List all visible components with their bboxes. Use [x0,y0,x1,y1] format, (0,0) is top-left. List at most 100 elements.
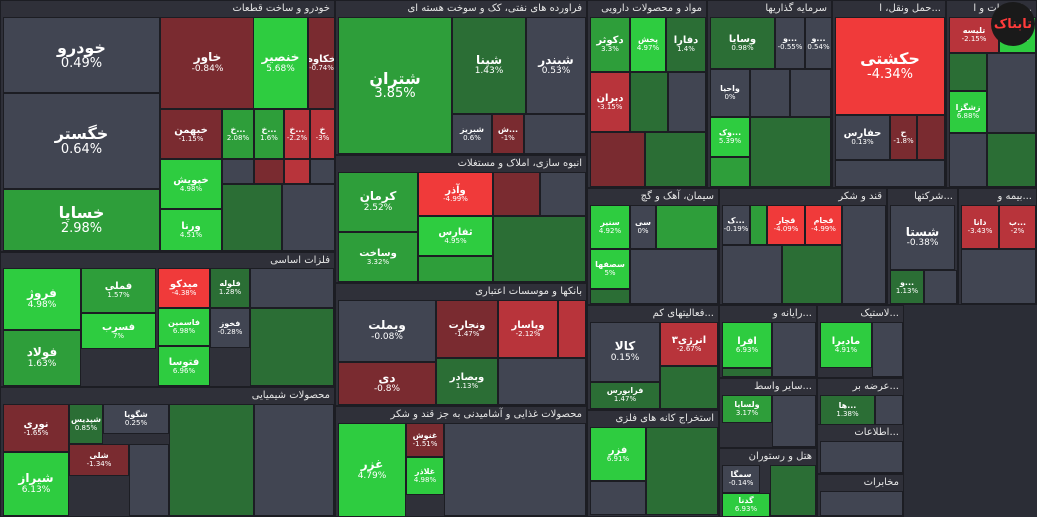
minor-stock-tile[interactable] [949,53,987,91]
stock-tile[interactable]: فولاد 1.63% [3,330,81,386]
minor-stock-tile[interactable] [835,160,945,187]
minor-stock-tile[interactable] [710,157,750,187]
stock-tile[interactable]: سی 0% [630,205,656,249]
stock-tile[interactable]: انرژی۳ -2.67% [660,322,718,366]
minor-stock-tile[interactable] [222,159,254,184]
minor-stock-tile[interactable] [498,358,586,405]
stock-tile[interactable]: سصفها 5% [590,249,630,289]
stock-tile[interactable]: غنوش -1.51% [406,423,444,457]
minor-stock-tile[interactable] [656,205,718,249]
minor-stock-tile[interactable] [750,205,767,245]
stock-tile[interactable]: فروژ 4.98% [3,268,81,330]
stock-tile[interactable]: شبندر 0.53% [526,17,586,114]
stock-tile[interactable]: خگستر 0.64% [3,93,160,189]
stock-tile[interactable]: کرمان 2.52% [338,172,418,232]
stock-tile[interactable]: فلوله 1.28% [210,268,250,308]
stock-tile[interactable]: زشگزا 6.88% [949,91,987,133]
stock-tile[interactable]: و... 1.13% [890,270,924,304]
stock-tile[interactable]: شبریز 0.6% [452,114,492,154]
minor-stock-tile[interactable] [524,114,586,154]
stock-tile[interactable]: خکاوه -0.74% [308,17,335,109]
stock-tile[interactable]: شپدیس 0.85% [69,404,103,444]
stock-tile[interactable]: سنیر 4.92% [590,205,630,249]
minor-stock-tile[interactable] [646,427,718,515]
minor-stock-tile[interactable] [590,132,645,187]
minor-stock-tile[interactable] [493,172,540,216]
minor-stock-tile[interactable] [493,216,586,282]
stock-tile[interactable]: کالا 0.15% [590,322,660,382]
stock-tile[interactable]: قجام -4.99% [805,205,842,245]
minor-stock-tile[interactable] [750,69,790,117]
minor-stock-tile[interactable] [772,322,816,377]
stock-tile[interactable]: ورنا 4.51% [160,209,222,251]
minor-stock-tile[interactable] [250,308,334,386]
stock-tile[interactable]: غلاذر 4.98% [406,457,444,495]
stock-tile[interactable]: ک... -0.19% [722,205,750,245]
stock-tile[interactable]: واحیا 0% [710,69,750,117]
minor-stock-tile[interactable] [254,404,334,516]
stock-tile[interactable]: شستا -0.38% [890,205,955,270]
minor-stock-tile[interactable] [630,249,718,304]
stock-tile[interactable]: غزر 4.79% [338,423,406,517]
minor-stock-tile[interactable] [222,184,282,251]
stock-tile[interactable]: دانا -3.43% [961,205,999,249]
minor-stock-tile[interactable] [842,205,886,304]
stock-tile[interactable]: ولسایا 3.17% [722,395,772,423]
stock-tile[interactable]: خساپا 2.98% [3,189,160,251]
minor-stock-tile[interactable] [790,69,831,117]
stock-tile[interactable]: خاور -0.84% [160,17,255,109]
minor-stock-tile[interactable] [645,132,706,187]
minor-stock-tile[interactable] [782,245,842,304]
minor-stock-tile[interactable] [254,159,284,184]
minor-stock-tile[interactable] [129,444,169,516]
stock-tile[interactable]: خ... 1.6% [254,109,284,159]
stock-tile[interactable]: خ -3% [310,109,335,159]
minor-stock-tile[interactable] [820,491,903,516]
minor-stock-tile[interactable] [630,72,668,132]
stock-tile[interactable]: افرا 6.93% [722,322,772,368]
minor-stock-tile[interactable] [924,270,957,304]
minor-stock-tile[interactable] [590,289,630,304]
stock-tile[interactable]: وسایا 0.98% [710,17,775,69]
stock-tile[interactable]: شپنا 1.43% [452,17,526,114]
stock-tile[interactable]: وک... 5.39% [710,117,750,157]
stock-tile[interactable]: فزر 6.91% [590,427,646,481]
minor-stock-tile[interactable] [558,300,586,358]
stock-tile[interactable]: خ... -2.2% [284,109,310,159]
stock-tile[interactable]: شگویا 0.25% [103,404,169,434]
stock-tile[interactable]: و... -0.55% [775,17,805,69]
stock-tile[interactable]: مادیرا 4.91% [820,322,872,368]
minor-stock-tile[interactable] [660,366,718,409]
stock-tile[interactable]: فملی 1.57% [81,268,156,313]
minor-stock-tile[interactable] [540,172,586,216]
minor-stock-tile[interactable] [169,404,254,516]
stock-tile[interactable]: خپویش 4.98% [160,159,222,209]
stock-tile[interactable]: پخش 4.97% [630,17,666,72]
stock-tile[interactable]: خنصیر 5.68% [253,17,308,109]
stock-tile[interactable]: میدکو -4.38% [158,268,210,308]
stock-tile[interactable]: قچار -4.09% [767,205,805,245]
minor-stock-tile[interactable] [418,256,493,282]
stock-tile[interactable]: دکوثر 3.3% [590,17,630,72]
minor-stock-tile[interactable] [820,441,903,473]
minor-stock-tile[interactable] [949,133,987,187]
stock-tile[interactable]: فتوسا 6.96% [158,346,210,386]
stock-tile[interactable]: وبملت -0.08% [338,300,436,362]
stock-tile[interactable]: فرابورس 1.47% [590,382,660,409]
stock-tile[interactable]: نوری -1.65% [3,404,69,452]
minor-stock-tile[interactable] [444,423,586,516]
stock-tile[interactable]: شتران 3.85% [338,17,452,154]
minor-stock-tile[interactable] [722,368,772,377]
stock-tile[interactable]: و... 0.54% [805,17,832,69]
minor-stock-tile[interactable] [284,159,310,184]
minor-stock-tile[interactable] [770,465,816,516]
stock-tile[interactable]: ب... -2% [999,205,1036,249]
minor-stock-tile[interactable] [987,133,1036,187]
stock-tile[interactable]: فسرب 7% [81,313,156,349]
minor-stock-tile[interactable] [722,245,782,304]
stock-tile[interactable]: خبهمن -1.15% [160,109,222,159]
stock-tile[interactable]: حفارس 0.13% [835,115,890,160]
stock-tile[interactable]: وساخت 3.32% [338,232,418,282]
stock-tile[interactable]: ش... -1% [492,114,524,154]
minor-stock-tile[interactable] [250,268,334,308]
